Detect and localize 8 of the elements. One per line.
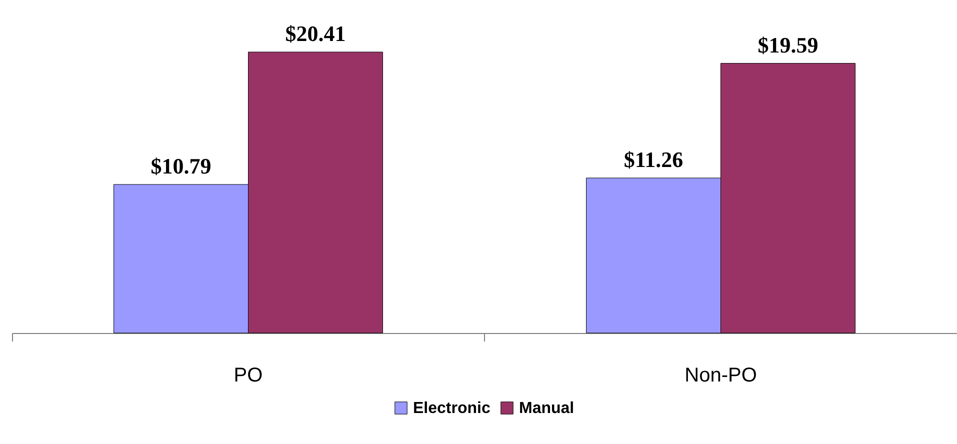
- legend-label: Electronic: [413, 400, 490, 417]
- data-label: $20.41: [285, 21, 346, 46]
- legend-label: Manual: [519, 400, 574, 417]
- x-tick-label: PO: [234, 364, 263, 386]
- data-label: $19.59: [758, 32, 818, 58]
- data-label: $11.26: [624, 146, 684, 172]
- x-tick-label: Non-PO: [684, 364, 757, 386]
- data-label: $10.79: [150, 153, 212, 178]
